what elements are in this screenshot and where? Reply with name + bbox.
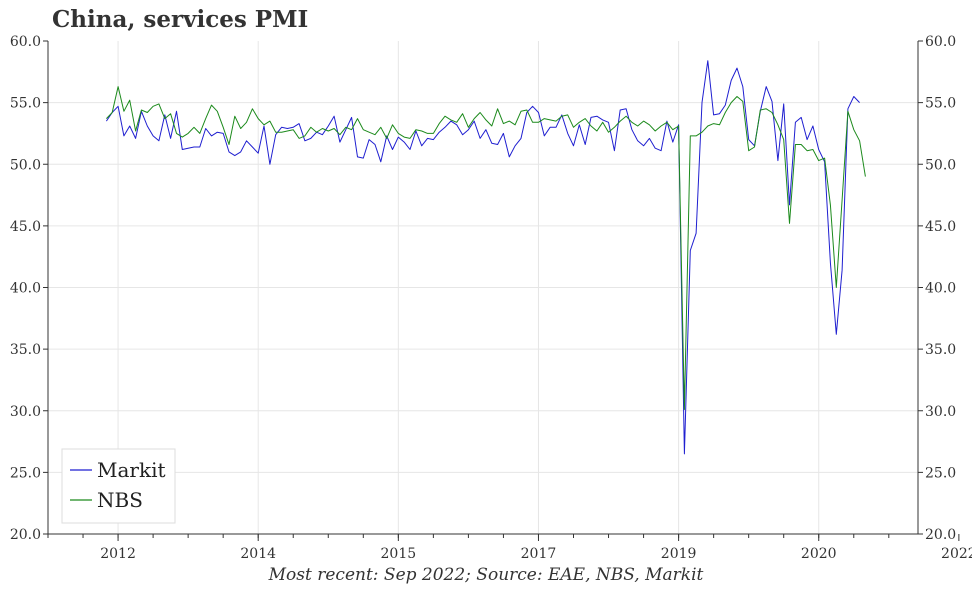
y-tick-label-right: 25.0: [925, 465, 956, 481]
y-tick-label: 35.0: [10, 342, 41, 358]
y-tick-label: 45.0: [10, 219, 41, 235]
x-tick-label: 2017: [521, 546, 557, 560]
y-tick-label-right: 60.0: [925, 34, 956, 50]
x-tick-label: 2014: [240, 546, 276, 560]
x-tick-label: 2020: [801, 546, 837, 560]
series-line-markit: [105, 60, 860, 455]
y-tick-label-right: 55.0: [925, 96, 956, 112]
y-tick-label: 20.0: [10, 527, 41, 543]
grid: [48, 41, 918, 534]
series-line-nbs: [106, 86, 866, 410]
series-lines: [105, 60, 866, 455]
line-chart: 20.0 25.0 30.0 35.0 40.0 45.0 50.0 55.0 60.0 20.…: [10, 34, 972, 560]
y-tick-label: 55.0: [10, 96, 41, 112]
legend-box: [61, 448, 176, 524]
y-axis-right: 20.0 25.0 30.0 35.0 40.0 45.0 50.0 55.0 60.0: [918, 34, 956, 543]
y-tick-label: 25.0: [10, 465, 41, 481]
y-tick-label-right: 20.0: [925, 527, 956, 543]
y-tick-label-right: 45.0: [925, 219, 956, 235]
footnote: Most recent: Sep 2022; Source: EAE, NBS,…: [268, 565, 704, 585]
legend-label-markit: Markit: [97, 458, 166, 482]
y-tick-label-right: 50.0: [925, 157, 956, 173]
y-tick-label: 30.0: [10, 404, 41, 420]
y-tick-label-right: 35.0: [925, 342, 956, 358]
x-tick-label: 2022: [941, 546, 972, 560]
legend: Markit NBS: [61, 448, 176, 524]
chart-title: China, services PMI: [52, 6, 309, 33]
x-tick-label: 2019: [661, 546, 697, 560]
y-tick-label: 40.0: [10, 281, 41, 297]
y-tick-label: 50.0: [10, 157, 41, 173]
y-tick-label-right: 30.0: [925, 404, 956, 420]
x-axis: 2012 2014 2015 2017 2019 2020 2022: [47, 534, 972, 560]
x-tick-label: 2015: [381, 546, 417, 560]
x-tick-label: 2012: [100, 546, 136, 560]
legend-label-nbs: NBS: [97, 488, 143, 512]
y-axis-left: 20.0 25.0 30.0 35.0 40.0 45.0 50.0 55.0 60.0: [10, 34, 48, 543]
y-tick-label: 60.0: [10, 34, 41, 50]
y-tick-label-right: 40.0: [925, 281, 956, 297]
